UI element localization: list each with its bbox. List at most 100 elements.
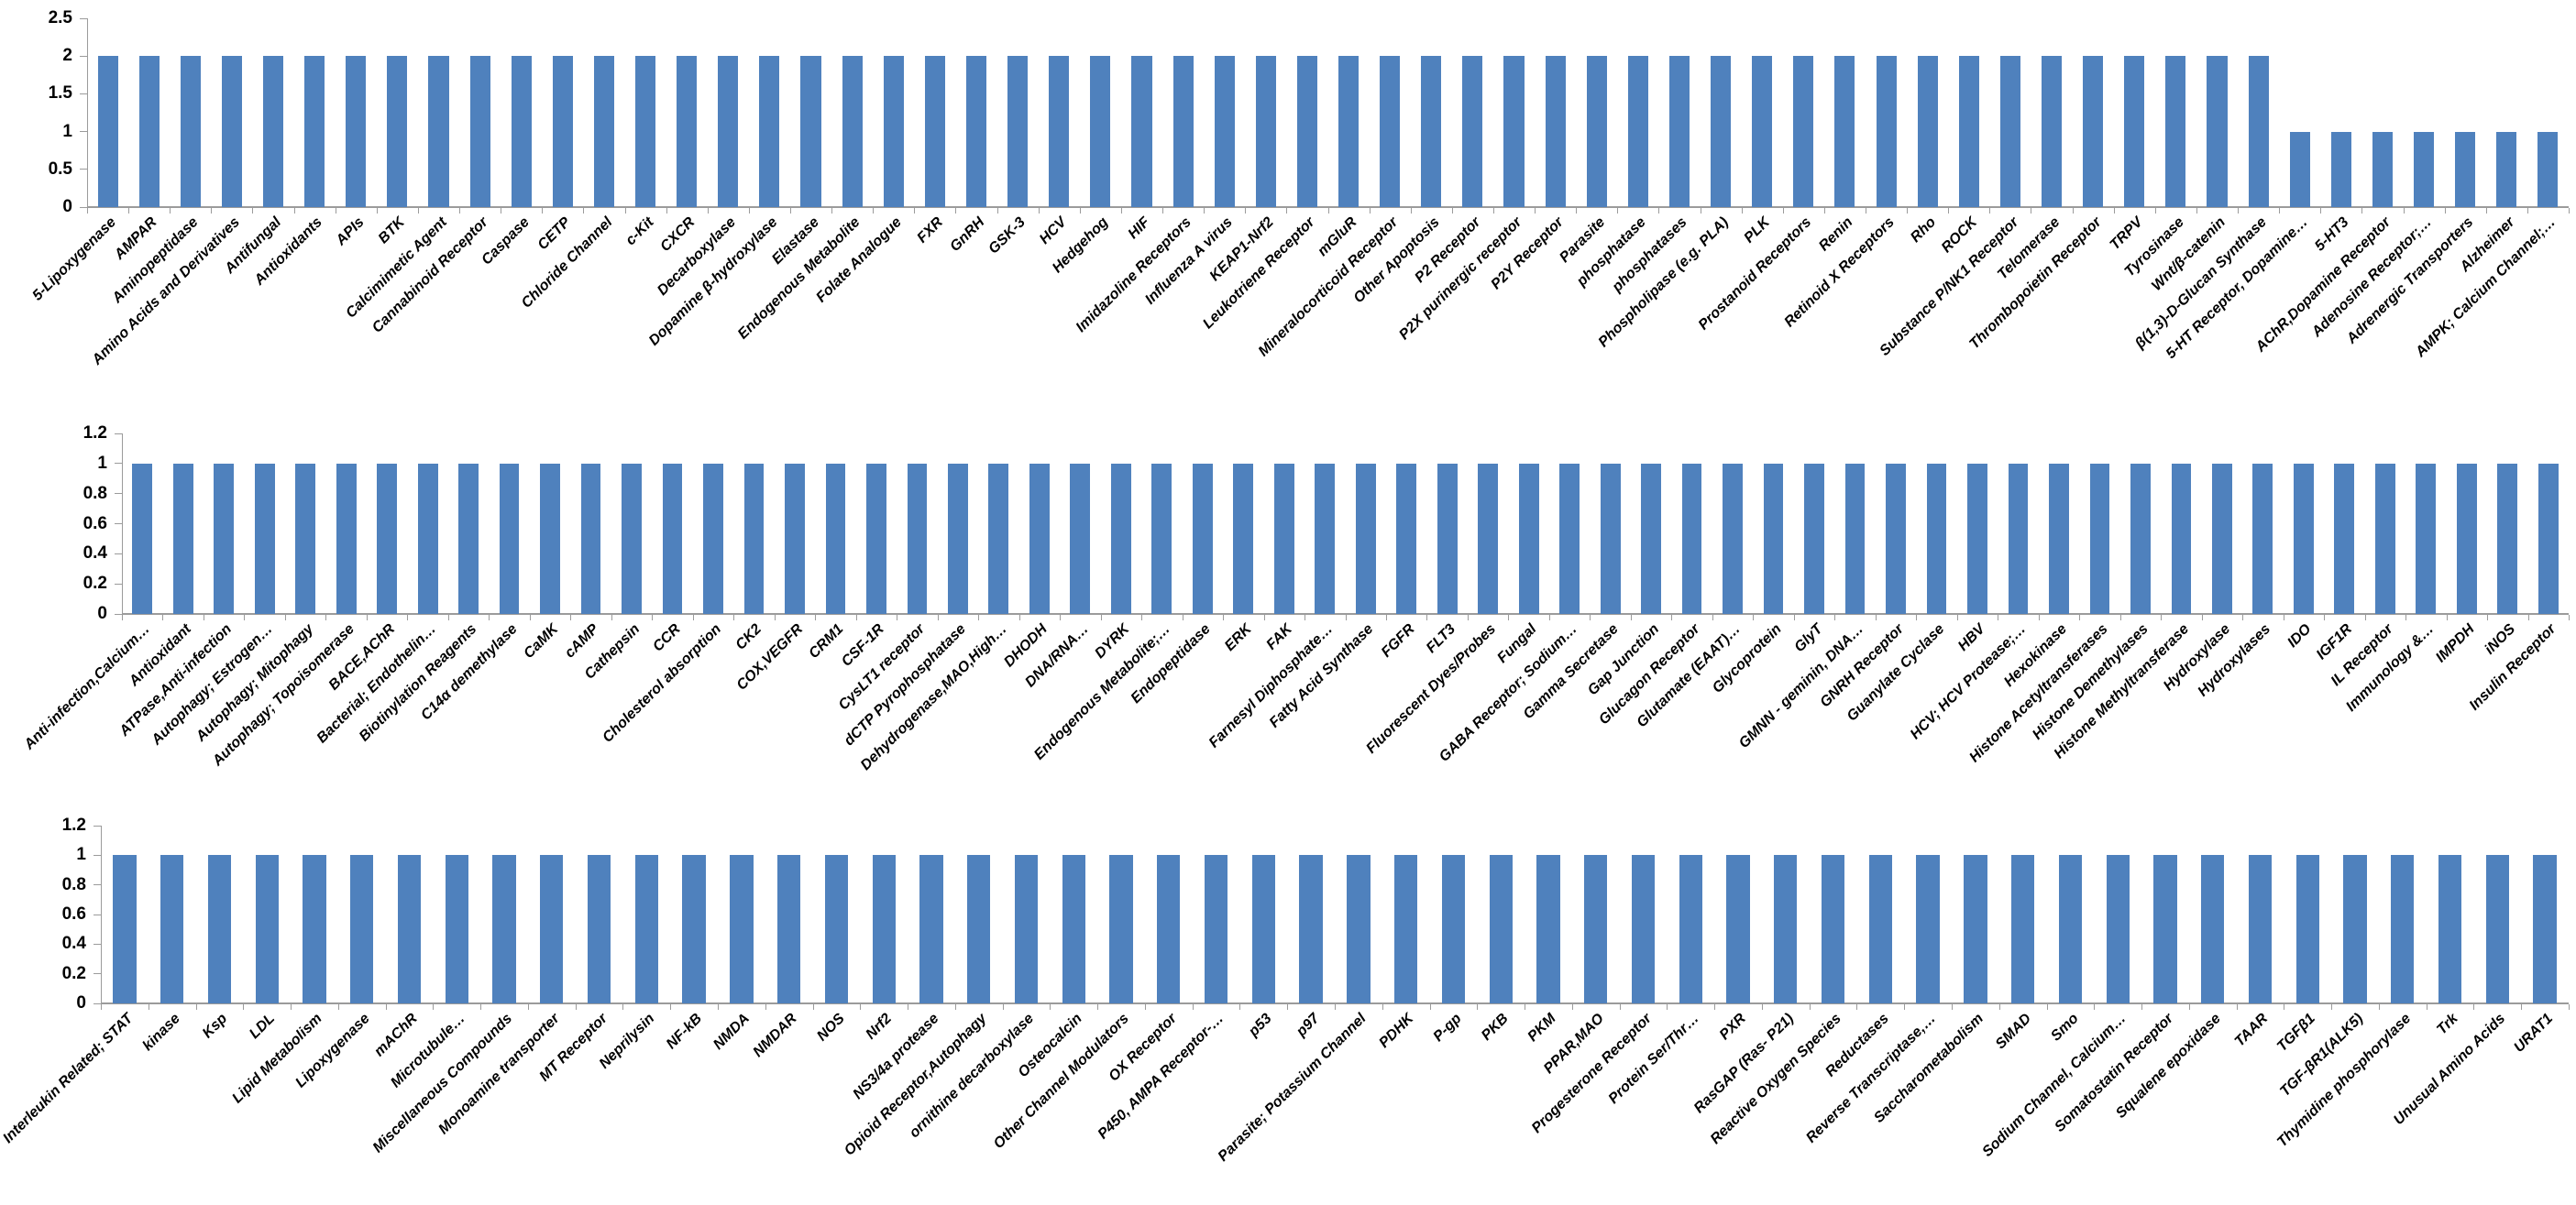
category-label: PKM [1525,1011,1559,1046]
bar [2201,855,2225,1003]
bar [1999,56,2020,207]
category-label: Smo [2047,1011,2082,1045]
x-axis-tick-mark [914,208,916,214]
x-axis-tick-mark [170,208,171,214]
bar [132,463,153,614]
x-axis-tick-mark [1192,1004,1194,1010]
bar [2106,855,2130,1003]
bar [2497,463,2518,614]
x-axis-tick-mark [1658,208,1660,214]
category-label: TGF-βR1(ALK5) [2277,1011,2367,1100]
bar [1151,463,1172,614]
bar [1070,463,1091,614]
category-label: GlyT [1790,621,1826,656]
bar [1007,56,1029,207]
x-axis-tick-mark [1477,1004,1479,1010]
x-axis-tick-mark [1948,208,1950,214]
x-axis-tick-mark [2527,615,2529,620]
x-axis-tick-mark [1535,208,1536,214]
bar [295,463,316,614]
x-axis-tick-mark [812,1004,814,1010]
bar [172,463,193,614]
category-label: CETP [534,214,574,254]
bar [825,463,846,614]
x-axis-tick-mark [243,1004,245,1010]
bar [1489,855,1513,1003]
y-axis-tick-label: 0.4 [83,543,107,564]
bar [2391,855,2415,1003]
x-axis-tick-mark [1907,208,1909,214]
category-label: CaMK [521,621,562,663]
bar [2248,855,2273,1003]
category-label: p97 [1293,1011,1323,1040]
bar [304,56,325,207]
bar [967,855,991,1003]
bar [180,56,201,207]
x-axis-tick-mark [1002,1004,1004,1010]
x-axis-tick-mark [527,1004,529,1010]
bar [2058,855,2083,1003]
bar [1559,463,1580,614]
bar [2130,463,2151,614]
x-axis-tick-mark [748,208,750,214]
x-axis-tick-mark [624,208,626,214]
bar [824,855,849,1003]
y-axis-tick-label: 1.2 [61,816,86,835]
bar [2089,463,2110,614]
bar [1299,855,1323,1003]
category-label: Interleukin Related; STAT [0,1011,136,1147]
bar [919,855,943,1003]
x-axis-tick-mark [2521,1004,2523,1010]
bar [2485,855,2510,1003]
category-label: HBV [1955,621,1989,654]
bar [2537,131,2559,207]
bar [377,463,398,614]
bar [2438,855,2462,1003]
bar [1926,463,1947,614]
bar [1804,463,1824,614]
category-label: Hydroxylases [2195,621,2274,700]
bar [303,855,326,1003]
x-axis-tick-mark [2154,208,2156,214]
x-axis-tick-mark [128,208,130,214]
bar [1393,855,1418,1003]
bar [635,56,656,207]
bar [580,463,601,614]
bar [1627,56,1648,207]
x-axis-tick-mark [366,615,368,620]
bar [499,463,520,614]
y-axis-tick-mark [80,55,87,57]
y-axis-tick-label: 2 [62,46,72,66]
bar [1844,463,1866,614]
category-label: 5-Lipoxygenase [29,214,119,304]
bar [1821,855,1845,1003]
x-axis-tick-mark [2444,208,2446,214]
y-axis-tick-mark [115,553,122,554]
category-label: P-gp [1430,1011,1465,1046]
bar [1172,56,1194,207]
x-axis-tick-mark [1590,615,1591,620]
bar [1131,56,1152,207]
x-axis-tick-mark [954,1004,956,1010]
bar [662,463,683,614]
x-axis-tick-mark [1097,1004,1099,1010]
bar [1478,463,1499,614]
y-axis-tick-label: 0.2 [83,574,107,594]
bar [2171,463,2192,614]
bar [428,56,449,207]
x-axis-tick-mark [244,615,246,620]
category-label: NS3/4a protease [850,1011,942,1103]
x-axis-tick-mark [937,615,939,620]
x-axis-tick-mark [1286,208,1288,214]
x-axis-tick-mark [101,1004,102,1010]
y-axis-tick-mark [94,973,101,975]
category-label: Rho [1907,214,1939,246]
y-axis-tick-label: 1.5 [48,83,72,104]
y-axis-tick-mark [80,17,87,19]
x-axis-tick-mark [529,615,531,620]
bar [1967,463,1987,614]
x-axis-tick-mark [433,1004,435,1010]
bar [1157,855,1181,1003]
bar [1545,56,1566,207]
x-axis-tick-mark [873,208,875,214]
